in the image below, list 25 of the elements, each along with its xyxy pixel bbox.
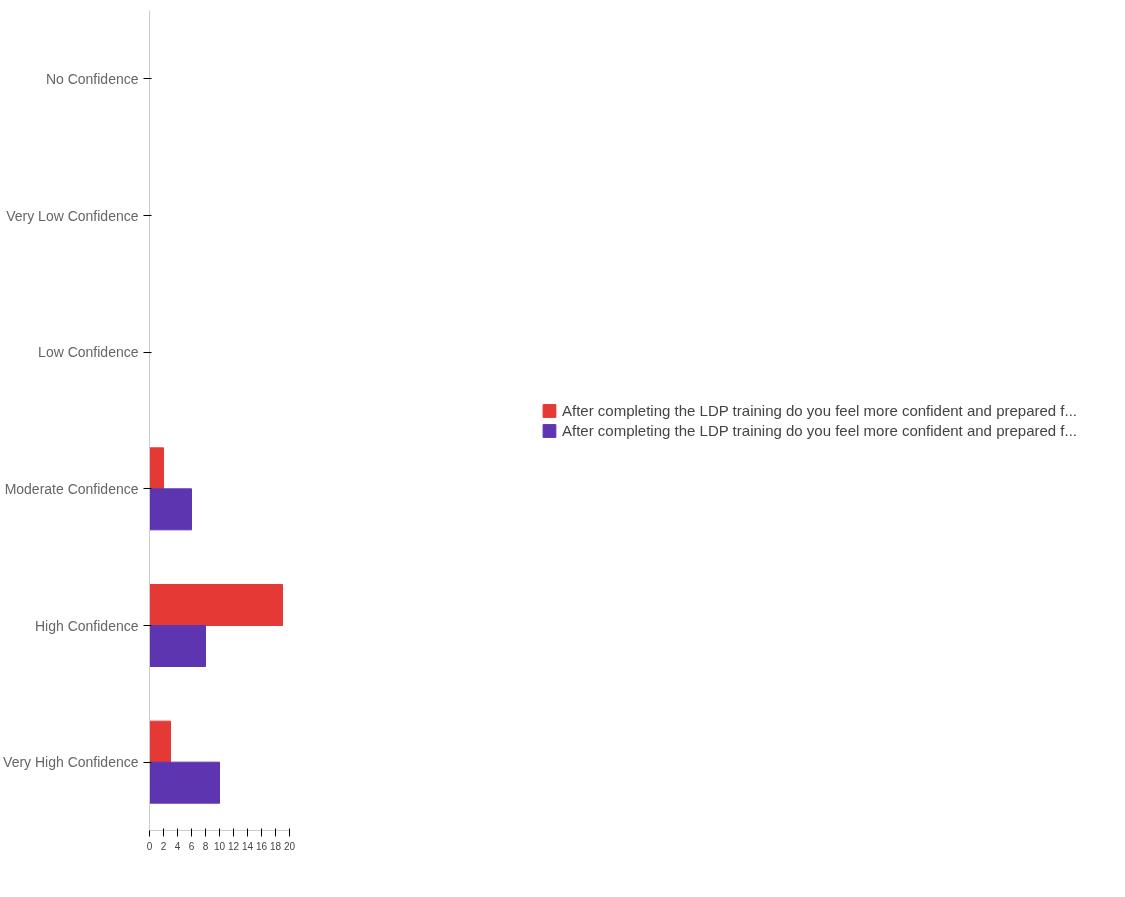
y-tick-label: Very Low Confidence xyxy=(6,207,139,224)
x-tick-label: 8 xyxy=(202,840,209,852)
bar xyxy=(149,761,220,804)
x-tick-label: 2 xyxy=(160,840,167,852)
y-tick-label: High Confidence xyxy=(34,617,139,634)
bar xyxy=(149,720,171,763)
bar xyxy=(149,488,192,531)
x-tick-label: 0 xyxy=(146,840,153,852)
bar xyxy=(149,584,283,626)
y-tick-label: Very High Confidence xyxy=(3,754,139,771)
x-tick-label: 14 xyxy=(241,840,254,852)
x-tick-label: 18 xyxy=(269,840,282,852)
x-tick-label: 10 xyxy=(213,840,226,852)
x-tick-label: 20 xyxy=(283,840,296,852)
x-tick-label: 12 xyxy=(227,840,240,852)
legend-label: After completing the LDP training do you feel more confident and prepared f... xyxy=(561,421,1078,439)
y-tick-label: Moderate Confidence xyxy=(4,480,139,497)
legend-label: After completing the LDP training do you feel more confident and prepared f... xyxy=(561,401,1078,419)
x-tick-label: 16 xyxy=(255,840,268,852)
y-tick-label: No Confidence xyxy=(45,70,139,87)
x-tick-label: 4 xyxy=(174,840,181,852)
y-tick-label: Low Confidence xyxy=(38,344,139,361)
bar xyxy=(149,447,164,490)
bar xyxy=(149,625,206,667)
x-tick-label: 6 xyxy=(188,840,195,852)
